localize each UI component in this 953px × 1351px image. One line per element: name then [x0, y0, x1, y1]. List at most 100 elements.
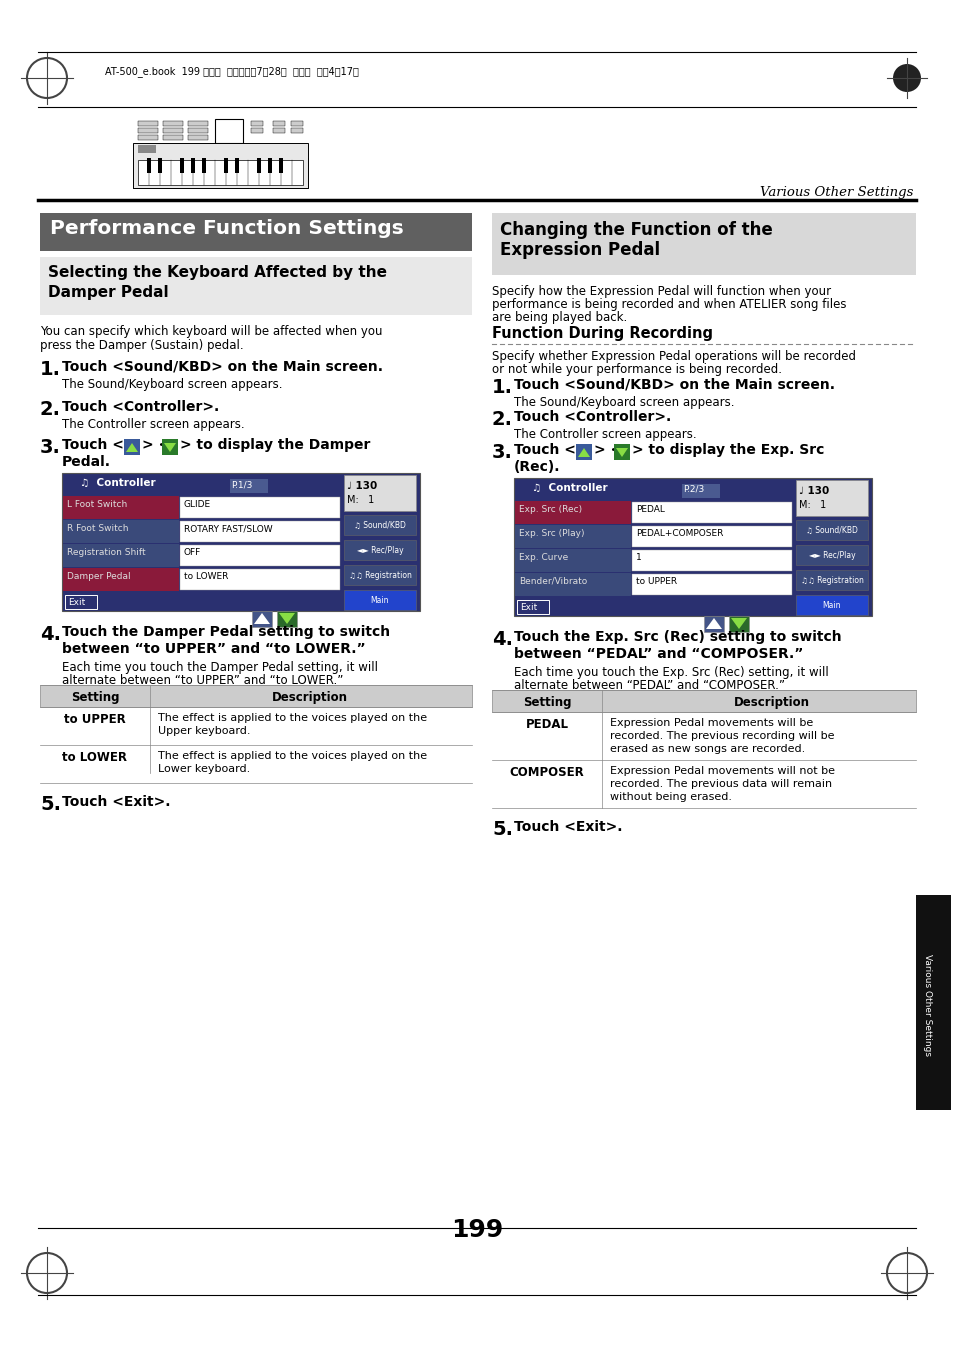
Bar [681, 484, 720, 499]
Polygon shape [730, 617, 746, 630]
Bar [63, 544, 179, 567]
Text: recorded. The previous recording will be: recorded. The previous recording will be [609, 731, 834, 740]
Text: Touch <Exit>.: Touch <Exit>. [62, 794, 171, 809]
Bar [180, 158, 184, 173]
Text: Specify whether Expression Pedal operations will be recorded: Specify whether Expression Pedal operati… [492, 350, 855, 363]
Bar [278, 158, 283, 173]
Text: Touch <Sound/KBD> on the Main screen.: Touch <Sound/KBD> on the Main screen. [62, 359, 382, 374]
Text: Specify how the Expression Pedal will function when your: Specify how the Expression Pedal will fu… [492, 285, 830, 299]
Text: 2.: 2. [492, 409, 513, 430]
Text: 4.: 4. [492, 630, 513, 648]
Bar [344, 515, 416, 535]
Bar [728, 616, 748, 632]
Bar [273, 122, 285, 126]
Bar [631, 550, 791, 571]
Polygon shape [253, 613, 270, 624]
Text: to UPPER: to UPPER [64, 713, 126, 725]
Bar [163, 135, 183, 141]
Text: Description: Description [733, 696, 809, 709]
Text: ♫♫ Registration: ♫♫ Registration [800, 576, 862, 585]
Text: The Sound/Keyboard screen appears.: The Sound/Keyboard screen appears. [514, 396, 734, 409]
Text: Exit: Exit [68, 598, 85, 607]
Bar [138, 159, 303, 185]
Text: Registration Shift: Registration Shift [67, 549, 146, 557]
Bar [124, 439, 140, 455]
Bar [291, 128, 303, 132]
Bar [188, 128, 208, 132]
Bar [344, 590, 416, 611]
Text: GLIDE: GLIDE [184, 500, 211, 509]
Bar [40, 685, 472, 707]
Circle shape [892, 63, 920, 92]
Polygon shape [616, 449, 627, 457]
Text: Touch the Exp. Src (Rec) setting to switch: Touch the Exp. Src (Rec) setting to swit… [514, 630, 841, 644]
Bar [214, 119, 243, 143]
Text: P.2/3: P.2/3 [682, 485, 703, 494]
Bar [795, 520, 867, 540]
Bar [252, 611, 272, 627]
Text: Damper Pedal: Damper Pedal [67, 571, 131, 581]
Bar [515, 526, 630, 549]
Text: Function During Recording: Function During Recording [492, 326, 712, 340]
Text: You can specify which keyboard will be affected when you: You can specify which keyboard will be a… [40, 326, 382, 338]
Bar [795, 544, 867, 565]
Text: ♫♫ Registration: ♫♫ Registration [348, 571, 411, 580]
Bar [163, 122, 183, 126]
Bar [180, 544, 339, 566]
Bar [180, 521, 339, 542]
Text: without being erased.: without being erased. [609, 792, 731, 802]
Text: or not while your performance is being recorded.: or not while your performance is being r… [492, 363, 781, 376]
Text: Touch <Exit>.: Touch <Exit>. [514, 820, 622, 834]
Text: Performance Function Settings: Performance Function Settings [50, 219, 403, 238]
Bar [230, 480, 268, 493]
Text: Various Other Settings: Various Other Settings [760, 186, 912, 199]
Text: performance is being recorded and when ATELIER song files: performance is being recorded and when A… [492, 299, 845, 311]
Text: to LOWER: to LOWER [63, 751, 128, 765]
Bar [63, 567, 179, 590]
Bar [631, 526, 791, 547]
Bar [515, 501, 630, 524]
Text: Touch <: Touch < [514, 443, 576, 457]
Text: 1: 1 [636, 553, 641, 562]
Text: R Foot Switch: R Foot Switch [67, 524, 129, 534]
Bar [158, 158, 162, 173]
Text: between “to UPPER” and “to LOWER.”: between “to UPPER” and “to LOWER.” [62, 642, 365, 657]
Bar [138, 128, 158, 132]
Text: between “PEDAL” and “COMPOSER.”: between “PEDAL” and “COMPOSER.” [514, 647, 802, 661]
Bar [492, 690, 915, 712]
Text: ROTARY FAST/SLOW: ROTARY FAST/SLOW [184, 524, 273, 534]
Bar [147, 158, 151, 173]
Text: Touch <Controller>.: Touch <Controller>. [62, 400, 219, 413]
Text: are being played back.: are being played back. [492, 311, 626, 324]
Bar [138, 145, 156, 153]
Text: Various Other Settings: Various Other Settings [923, 954, 931, 1056]
Bar [138, 122, 158, 126]
Bar [191, 158, 194, 173]
Bar [268, 158, 272, 173]
Bar [132, 158, 308, 188]
Text: 199: 199 [451, 1219, 502, 1242]
Text: Selecting the Keyboard Affected by the: Selecting the Keyboard Affected by the [48, 265, 387, 280]
Bar [162, 439, 178, 455]
Text: 1.: 1. [40, 359, 61, 380]
Text: PEDAL: PEDAL [636, 505, 664, 513]
Bar [65, 594, 97, 609]
Bar [344, 565, 416, 585]
Bar [63, 496, 179, 519]
Text: 4.: 4. [40, 626, 61, 644]
Text: ♫ Sound/KBD: ♫ Sound/KBD [354, 521, 406, 530]
Bar [188, 135, 208, 141]
Text: to UPPER: to UPPER [636, 577, 677, 586]
Text: Exp. Curve: Exp. Curve [518, 553, 568, 562]
Bar [202, 158, 206, 173]
Text: Exit: Exit [519, 603, 537, 612]
Text: The effect is applied to the voices played on the: The effect is applied to the voices play… [158, 751, 427, 761]
Text: Setting: Setting [522, 696, 571, 709]
Text: M:   1: M: 1 [347, 494, 374, 505]
Bar [224, 158, 228, 173]
Bar [576, 444, 592, 459]
Text: Damper Pedal: Damper Pedal [48, 285, 169, 300]
Text: OFF: OFF [184, 549, 201, 557]
Polygon shape [578, 449, 589, 457]
Polygon shape [705, 617, 721, 630]
